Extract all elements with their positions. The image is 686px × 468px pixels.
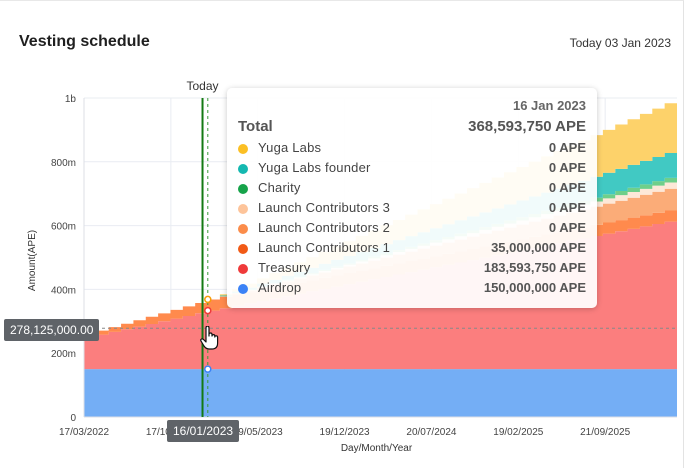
tooltip-total-label: Total — [238, 118, 273, 135]
series-color-dot — [238, 224, 248, 234]
x-tick-label: 20/07/2024 — [406, 427, 456, 438]
series-area — [84, 103, 677, 335]
series-color-dot — [238, 184, 248, 194]
tooltip-series-name: Treasury — [258, 260, 311, 275]
crosshair-y-value: 278,125,000.00 — [4, 319, 100, 341]
tooltip-series-name: Airdrop — [258, 280, 302, 295]
y-tick-label: 800m — [51, 158, 76, 169]
tooltip-series-name: Launch Contributors 3 — [258, 200, 391, 215]
y-axis-title: Amount(APE) — [27, 230, 38, 291]
x-tick-label: 17/03/2022 — [59, 427, 109, 438]
series-point-marker — [204, 365, 212, 373]
tooltip-row: Launch Contributors 2 0 APE — [238, 220, 586, 240]
tooltip-series-value: 0 APE — [548, 140, 586, 155]
series-color-dot — [238, 204, 248, 214]
tooltip-series-value: 0 APE — [548, 180, 586, 195]
series-color-dot — [238, 264, 248, 274]
tooltip-row: Yuga Labs founder 0 APE — [238, 160, 586, 180]
crosshair-x-date: 16/01/2023 — [167, 420, 240, 442]
tooltip-row: Launch Contributors 1 35,000,000 APE — [238, 240, 586, 260]
tooltip-date: 16 Jan 2023 — [512, 98, 586, 113]
y-tick-label: 0 — [70, 413, 76, 424]
today-line-label: Today — [187, 79, 219, 93]
series-area — [84, 369, 677, 417]
tooltip-row: Treasury 183,593,750 APE — [238, 260, 586, 280]
hand-pointer-icon — [200, 326, 219, 350]
tooltip-row: Charity 0 APE — [238, 180, 586, 200]
tooltip-series-value: 35,000,000 APE — [491, 240, 586, 255]
tooltip-row: Yuga Labs 0 APE — [238, 140, 586, 160]
tooltip-series-value: 0 APE — [548, 220, 586, 235]
series-color-dot — [238, 284, 248, 294]
y-tick-label: 200m — [51, 349, 76, 360]
tooltip-series-value: 183,593,750 APE — [483, 260, 586, 275]
x-tick-label: 19/05/2023 — [233, 427, 283, 438]
tooltip-series-value: 0 APE — [548, 160, 586, 175]
x-tick-label: 21/09/2025 — [580, 427, 630, 438]
x-tick-label: 19/02/2025 — [493, 427, 543, 438]
tooltip-series-name: Yuga Labs founder — [258, 160, 371, 175]
y-tick-label: 600m — [51, 222, 76, 233]
series-color-dot — [238, 164, 248, 174]
series-point-marker — [204, 306, 212, 315]
tooltip-total-value: 368,593,750 APE — [468, 118, 586, 135]
chart-title: Vesting schedule — [19, 33, 150, 50]
series-point-marker — [204, 295, 212, 304]
today-date-label: Today 03 Jan 2023 — [569, 36, 671, 50]
chart-overlay: Today — [84, 79, 677, 417]
tooltip-series-value: 150,000,000 APE — [483, 280, 586, 295]
x-axis-title: Day/Month/Year — [341, 443, 413, 454]
tooltip-series-name: Yuga Labs — [258, 140, 322, 155]
tooltip-row: Airdrop 150,000,000 APE — [238, 280, 586, 300]
chart-tooltip: 16 Jan 2023 Total 368,593,750 APE Yuga L… — [227, 88, 597, 308]
tooltip-series-value: 0 APE — [548, 200, 586, 215]
series-color-dot — [238, 144, 248, 154]
tooltip-series-name: Charity — [258, 180, 301, 195]
tooltip-series-name: Launch Contributors 1 — [258, 240, 391, 255]
y-tick-label: 400m — [51, 285, 76, 296]
tooltip-series-name: Launch Contributors 2 — [258, 220, 391, 235]
tooltip-row: Launch Contributors 3 0 APE — [238, 200, 586, 220]
x-tick-label: 19/12/2023 — [320, 427, 370, 438]
y-tick-label: 1b — [65, 94, 77, 105]
series-color-dot — [238, 244, 248, 254]
